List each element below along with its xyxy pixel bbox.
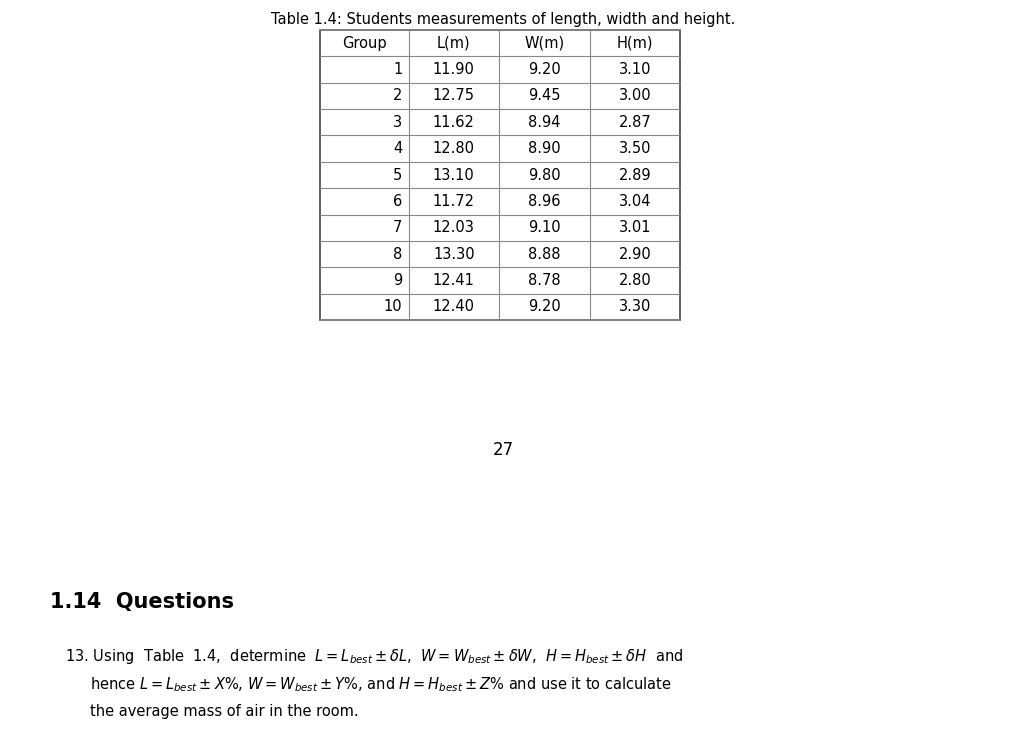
Text: 1.14  Questions: 1.14 Questions <box>50 592 234 612</box>
Text: 4: 4 <box>393 141 402 156</box>
Text: 3: 3 <box>393 115 402 130</box>
Text: 2.80: 2.80 <box>618 273 651 288</box>
Text: 6: 6 <box>393 194 402 209</box>
Text: 9.45: 9.45 <box>528 88 560 104</box>
Text: 8.88: 8.88 <box>528 246 560 262</box>
Text: hence $L = L_{best} \pm X\%$, $W = W_{best} \pm Y\%$, and $H = H_{best} \pm Z\%$: hence $L = L_{best} \pm X\%$, $W = W_{be… <box>90 675 672 694</box>
Text: 12.40: 12.40 <box>433 299 475 314</box>
Text: 8.94: 8.94 <box>528 115 560 130</box>
Text: 3.10: 3.10 <box>618 62 651 77</box>
Text: 3.01: 3.01 <box>618 220 651 235</box>
Text: W(m): W(m) <box>524 36 564 51</box>
Text: 2.90: 2.90 <box>618 246 651 262</box>
Text: 11.90: 11.90 <box>433 62 475 77</box>
Text: 9.20: 9.20 <box>528 299 560 314</box>
Text: 27: 27 <box>493 441 514 459</box>
Text: 13.30: 13.30 <box>433 246 474 262</box>
Text: 12.03: 12.03 <box>433 220 475 235</box>
Text: 7: 7 <box>393 220 402 235</box>
Text: Table 1.4: Students measurements of length, width and height.: Table 1.4: Students measurements of leng… <box>270 12 735 27</box>
Text: 3.00: 3.00 <box>618 88 651 104</box>
Text: 9.20: 9.20 <box>528 62 560 77</box>
Text: 2: 2 <box>393 88 402 104</box>
Text: 8: 8 <box>393 246 402 262</box>
Text: 2.87: 2.87 <box>618 115 651 130</box>
Text: 2.89: 2.89 <box>618 168 651 182</box>
Text: L(m): L(m) <box>437 36 471 51</box>
Text: 9: 9 <box>393 273 402 288</box>
Text: 3.50: 3.50 <box>618 141 651 156</box>
Text: 9.80: 9.80 <box>528 168 560 182</box>
Text: 12.41: 12.41 <box>433 273 475 288</box>
Text: 11.72: 11.72 <box>433 194 475 209</box>
Text: 9.10: 9.10 <box>528 220 560 235</box>
Text: 11.62: 11.62 <box>433 115 475 130</box>
Text: 5: 5 <box>393 168 402 182</box>
Text: 13.10: 13.10 <box>433 168 475 182</box>
Text: 1: 1 <box>393 62 402 77</box>
Text: Group: Group <box>342 36 387 51</box>
Text: 12.75: 12.75 <box>433 88 475 104</box>
Text: H(m): H(m) <box>616 36 653 51</box>
Text: 10: 10 <box>384 299 402 314</box>
Text: 3.04: 3.04 <box>618 194 651 209</box>
Text: 13. Using  Table  1.4,  determine  $L = L_{best} \pm \delta L$,  $W = W_{best} \: 13. Using Table 1.4, determine $L = L_{b… <box>65 647 683 666</box>
Text: 8.96: 8.96 <box>528 194 560 209</box>
Bar <box>319 30 680 320</box>
Text: 8.78: 8.78 <box>528 273 560 288</box>
Text: 12.80: 12.80 <box>433 141 475 156</box>
Text: 8.90: 8.90 <box>528 141 560 156</box>
Text: the average mass of air in the room.: the average mass of air in the room. <box>90 704 358 719</box>
Text: 3.30: 3.30 <box>618 299 651 314</box>
